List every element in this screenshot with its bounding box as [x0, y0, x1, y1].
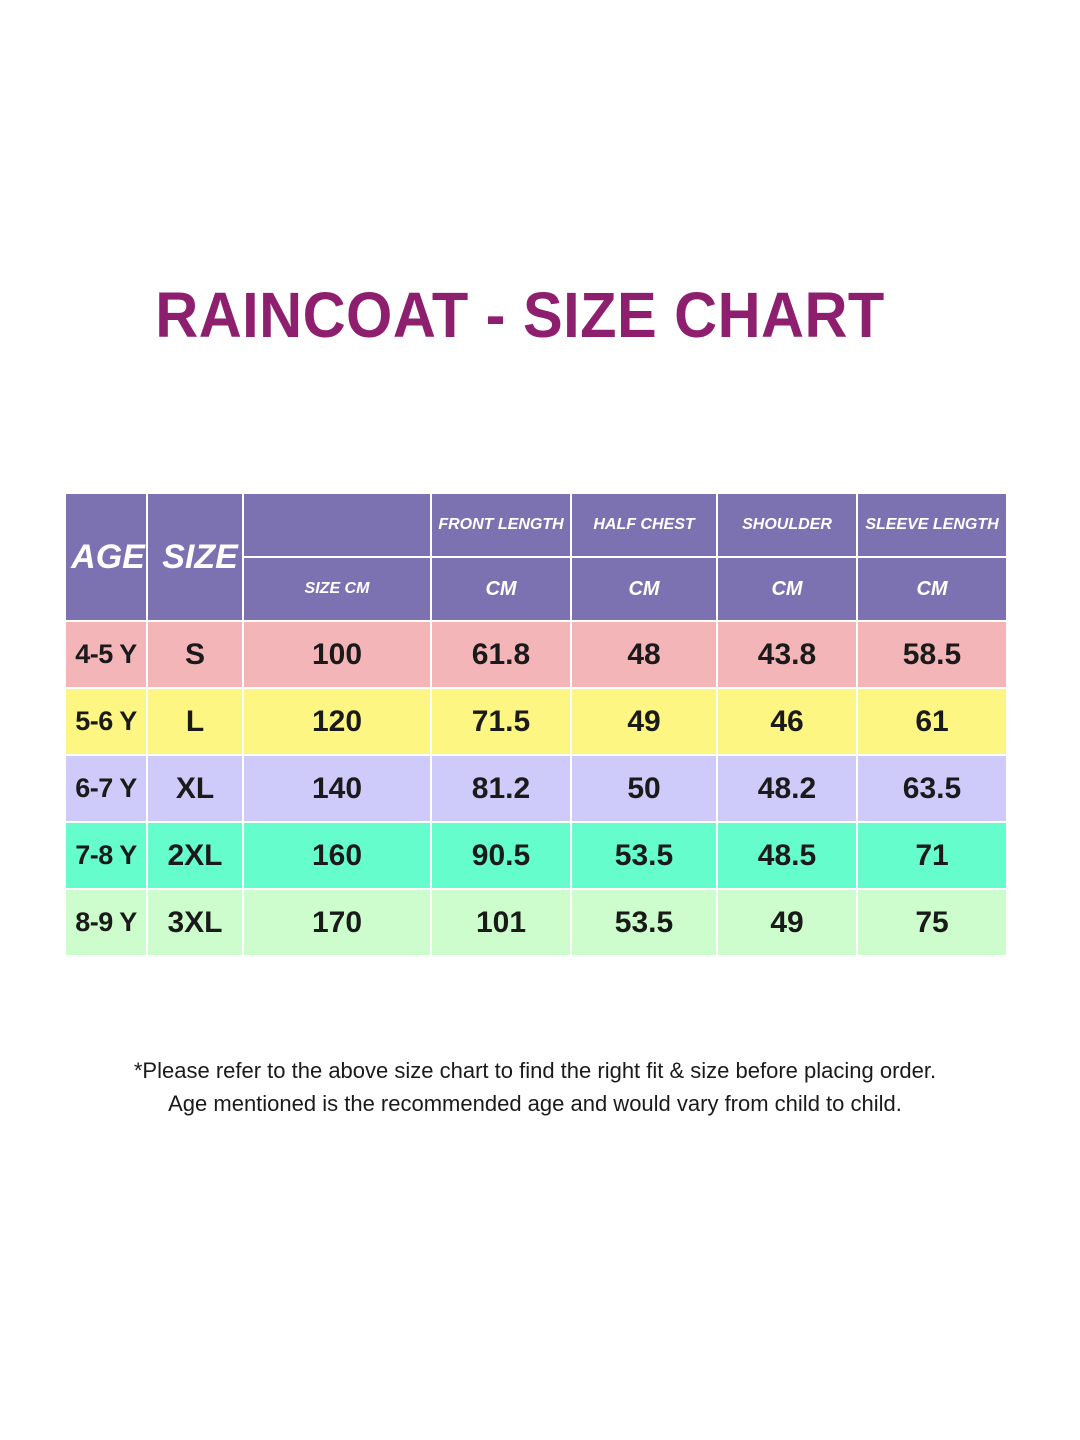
- cell-size: XL: [146, 754, 244, 823]
- cell-front-length: 71.5: [430, 687, 572, 756]
- header-unit-row: SIZE CM CM CM CM CM: [65, 556, 1008, 622]
- cell-front-length: 61.8: [430, 620, 572, 689]
- table-row: 4-5 Y S 100 61.8 48 43.8 58.5: [64, 620, 1008, 689]
- cell-size: S: [146, 620, 244, 689]
- cell-size-cm: 160: [242, 821, 432, 890]
- header-unit-front-length: CM: [430, 556, 572, 622]
- cell-sleeve-length: 71: [856, 821, 1008, 890]
- cell-shoulder: 43.8: [716, 620, 858, 689]
- header-blank: [242, 492, 432, 558]
- cell-size: L: [146, 687, 244, 756]
- size-chart-note-line-1: *Please refer to the above size chart to…: [133, 1058, 937, 1083]
- cell-size-cm: 170: [242, 888, 432, 957]
- header-sleeve-length: SLEEVE LENGTH: [856, 492, 1008, 558]
- cell-size-cm: 140: [242, 754, 432, 823]
- table-row: 8-9 Y 3XL 170 101 53.5 49 75: [64, 888, 1008, 957]
- cell-size: 2XL: [146, 821, 244, 890]
- cell-shoulder: 46: [716, 687, 858, 756]
- cell-sleeve-length: 58.5: [856, 620, 1008, 689]
- cell-front-length: 90.5: [430, 821, 572, 890]
- size-chart-note-line-2: Age mentioned is the recommended age and…: [168, 1091, 902, 1116]
- cell-age: 8-9 Y: [64, 888, 148, 957]
- size-chart-table: AGE SIZE FRONT LENGTH HALF CHEST SHOULDE…: [64, 492, 1008, 957]
- header-half-chest: HALF CHEST: [570, 492, 718, 558]
- cell-age: 5-6 Y: [64, 687, 148, 756]
- table-row: 7-8 Y 2XL 160 90.5 53.5 48.5 71: [64, 821, 1008, 890]
- cell-front-length: 81.2: [430, 754, 572, 823]
- table-row: 6-7 Y XL 140 81.2 50 48.2 63.5: [64, 754, 1008, 823]
- header-unit-sleeve-length: CM: [856, 556, 1008, 622]
- cell-sleeve-length: 63.5: [856, 754, 1008, 823]
- cell-age: 6-7 Y: [64, 754, 148, 823]
- cell-shoulder: 48.2: [716, 754, 858, 823]
- cell-age: 7-8 Y: [64, 821, 148, 890]
- cell-half-chest: 50: [570, 754, 718, 823]
- header-row: AGE SIZE FRONT LENGTH HALF CHEST SHOULDE…: [64, 492, 1008, 622]
- cell-half-chest: 53.5: [570, 888, 718, 957]
- cell-sleeve-length: 61: [856, 687, 1008, 756]
- cell-half-chest: 48: [570, 620, 718, 689]
- page-title: RAINCOAT - SIZE CHART: [155, 279, 885, 351]
- cell-half-chest: 49: [570, 687, 718, 756]
- cell-front-length: 101: [430, 888, 572, 957]
- cell-age: 4-5 Y: [64, 620, 148, 689]
- cell-half-chest: 53.5: [570, 821, 718, 890]
- cell-size-cm: 120: [242, 687, 432, 756]
- cell-sleeve-length: 75: [856, 888, 1008, 957]
- table-row: 5-6 Y L 120 71.5 49 46 61: [64, 687, 1008, 756]
- cell-size: 3XL: [146, 888, 244, 957]
- cell-size-cm: 100: [242, 620, 432, 689]
- cell-shoulder: 48.5: [716, 821, 858, 890]
- header-size: SIZE: [146, 492, 244, 622]
- header-front-length: FRONT LENGTH: [430, 492, 572, 558]
- header-unit-half-chest: CM: [570, 556, 718, 622]
- header-age: AGE: [64, 492, 148, 622]
- header-unit-shoulder: CM: [716, 556, 858, 622]
- cell-shoulder: 49: [716, 888, 858, 957]
- header-shoulder: SHOULDER: [716, 492, 858, 558]
- header-size-cm: SIZE CM: [242, 556, 432, 622]
